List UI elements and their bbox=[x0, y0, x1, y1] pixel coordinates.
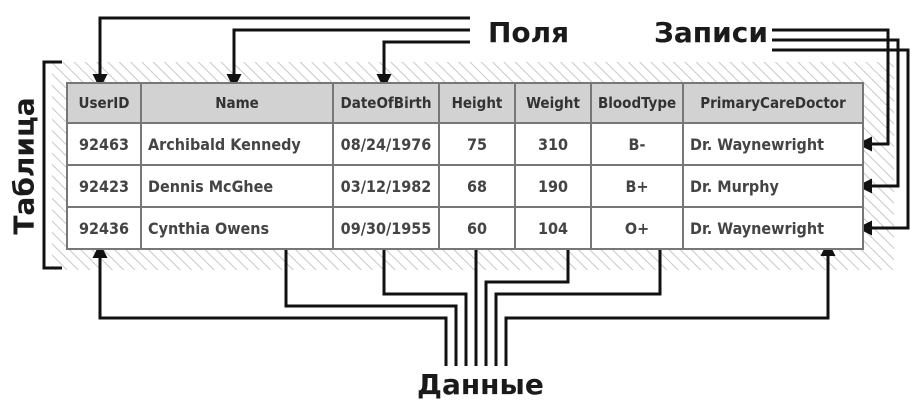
cell-dateofbirth: 03/12/1982 bbox=[332, 164, 440, 208]
cell-weight: 190 bbox=[514, 164, 592, 208]
header-height: Height bbox=[438, 82, 516, 124]
table-label: Таблица bbox=[7, 97, 41, 235]
header-bloodtype: BloodType bbox=[590, 82, 684, 124]
cell-weight: 310 bbox=[514, 122, 592, 166]
cell-height: 75 bbox=[438, 122, 516, 166]
header-primarycaredoctor: PrimaryCareDoctor bbox=[682, 82, 864, 124]
cell-bloodtype: O+ bbox=[590, 206, 684, 250]
table-bracket bbox=[42, 60, 62, 270]
header-weight: Weight bbox=[514, 82, 592, 124]
cell-dateofbirth: 08/24/1976 bbox=[332, 122, 440, 166]
table-row: 92436 Cynthia Owens 09/30/1955 60 104 O+… bbox=[66, 206, 864, 250]
cell-userid: 92423 bbox=[66, 164, 142, 208]
cell-userid: 92463 bbox=[66, 122, 142, 166]
field-arrow-name bbox=[226, 28, 470, 89]
records-table: UserID Name DateOfBirth Height Weight Bl… bbox=[66, 82, 864, 250]
header-userid: UserID bbox=[66, 82, 142, 124]
data-arrow-userid bbox=[92, 243, 448, 366]
table-row: 92463 Archibald Kennedy 08/24/1976 75 31… bbox=[66, 122, 864, 166]
cell-bloodtype: B+ bbox=[590, 164, 684, 208]
cell-name: Cynthia Owens bbox=[140, 206, 334, 250]
cell-name: Archibald Kennedy bbox=[140, 122, 334, 166]
records-table-container: UserID Name DateOfBirth Height Weight Bl… bbox=[66, 82, 864, 250]
records-label: Записи bbox=[654, 16, 768, 49]
cell-primarycaredoctor: Dr. Murphy bbox=[682, 164, 864, 208]
cell-primarycaredoctor: Dr. Waynewright bbox=[682, 122, 864, 166]
table-row: 92423 Dennis McGhee 03/12/1982 68 190 B+… bbox=[66, 164, 864, 208]
header-dateofbirth: DateOfBirth bbox=[332, 82, 440, 124]
cell-dateofbirth: 09/30/1955 bbox=[332, 206, 440, 250]
cell-height: 60 bbox=[438, 206, 516, 250]
cell-userid: 92436 bbox=[66, 206, 142, 250]
fields-arrows bbox=[92, 16, 470, 89]
header-name: Name bbox=[140, 82, 334, 124]
field-arrow-userid bbox=[92, 16, 470, 89]
cell-height: 68 bbox=[438, 164, 516, 208]
record-arrow-3 bbox=[772, 48, 910, 236]
records-arrows bbox=[772, 28, 910, 236]
data-arrow-name bbox=[278, 197, 458, 366]
table-header-row: UserID Name DateOfBirth Height Weight Bl… bbox=[66, 82, 864, 124]
field-arrow-dob bbox=[376, 40, 470, 89]
cell-bloodtype: B- bbox=[590, 122, 684, 166]
data-arrow-doctor bbox=[504, 241, 836, 366]
cell-primarycaredoctor: Dr. Waynewright bbox=[682, 206, 864, 250]
data-label: Данные bbox=[417, 368, 544, 401]
fields-label: Поля bbox=[488, 16, 570, 49]
cell-name: Dennis McGhee bbox=[140, 164, 334, 208]
record-arrow-1 bbox=[772, 28, 890, 152]
record-arrow-2 bbox=[772, 38, 900, 194]
cell-weight: 104 bbox=[514, 206, 592, 250]
